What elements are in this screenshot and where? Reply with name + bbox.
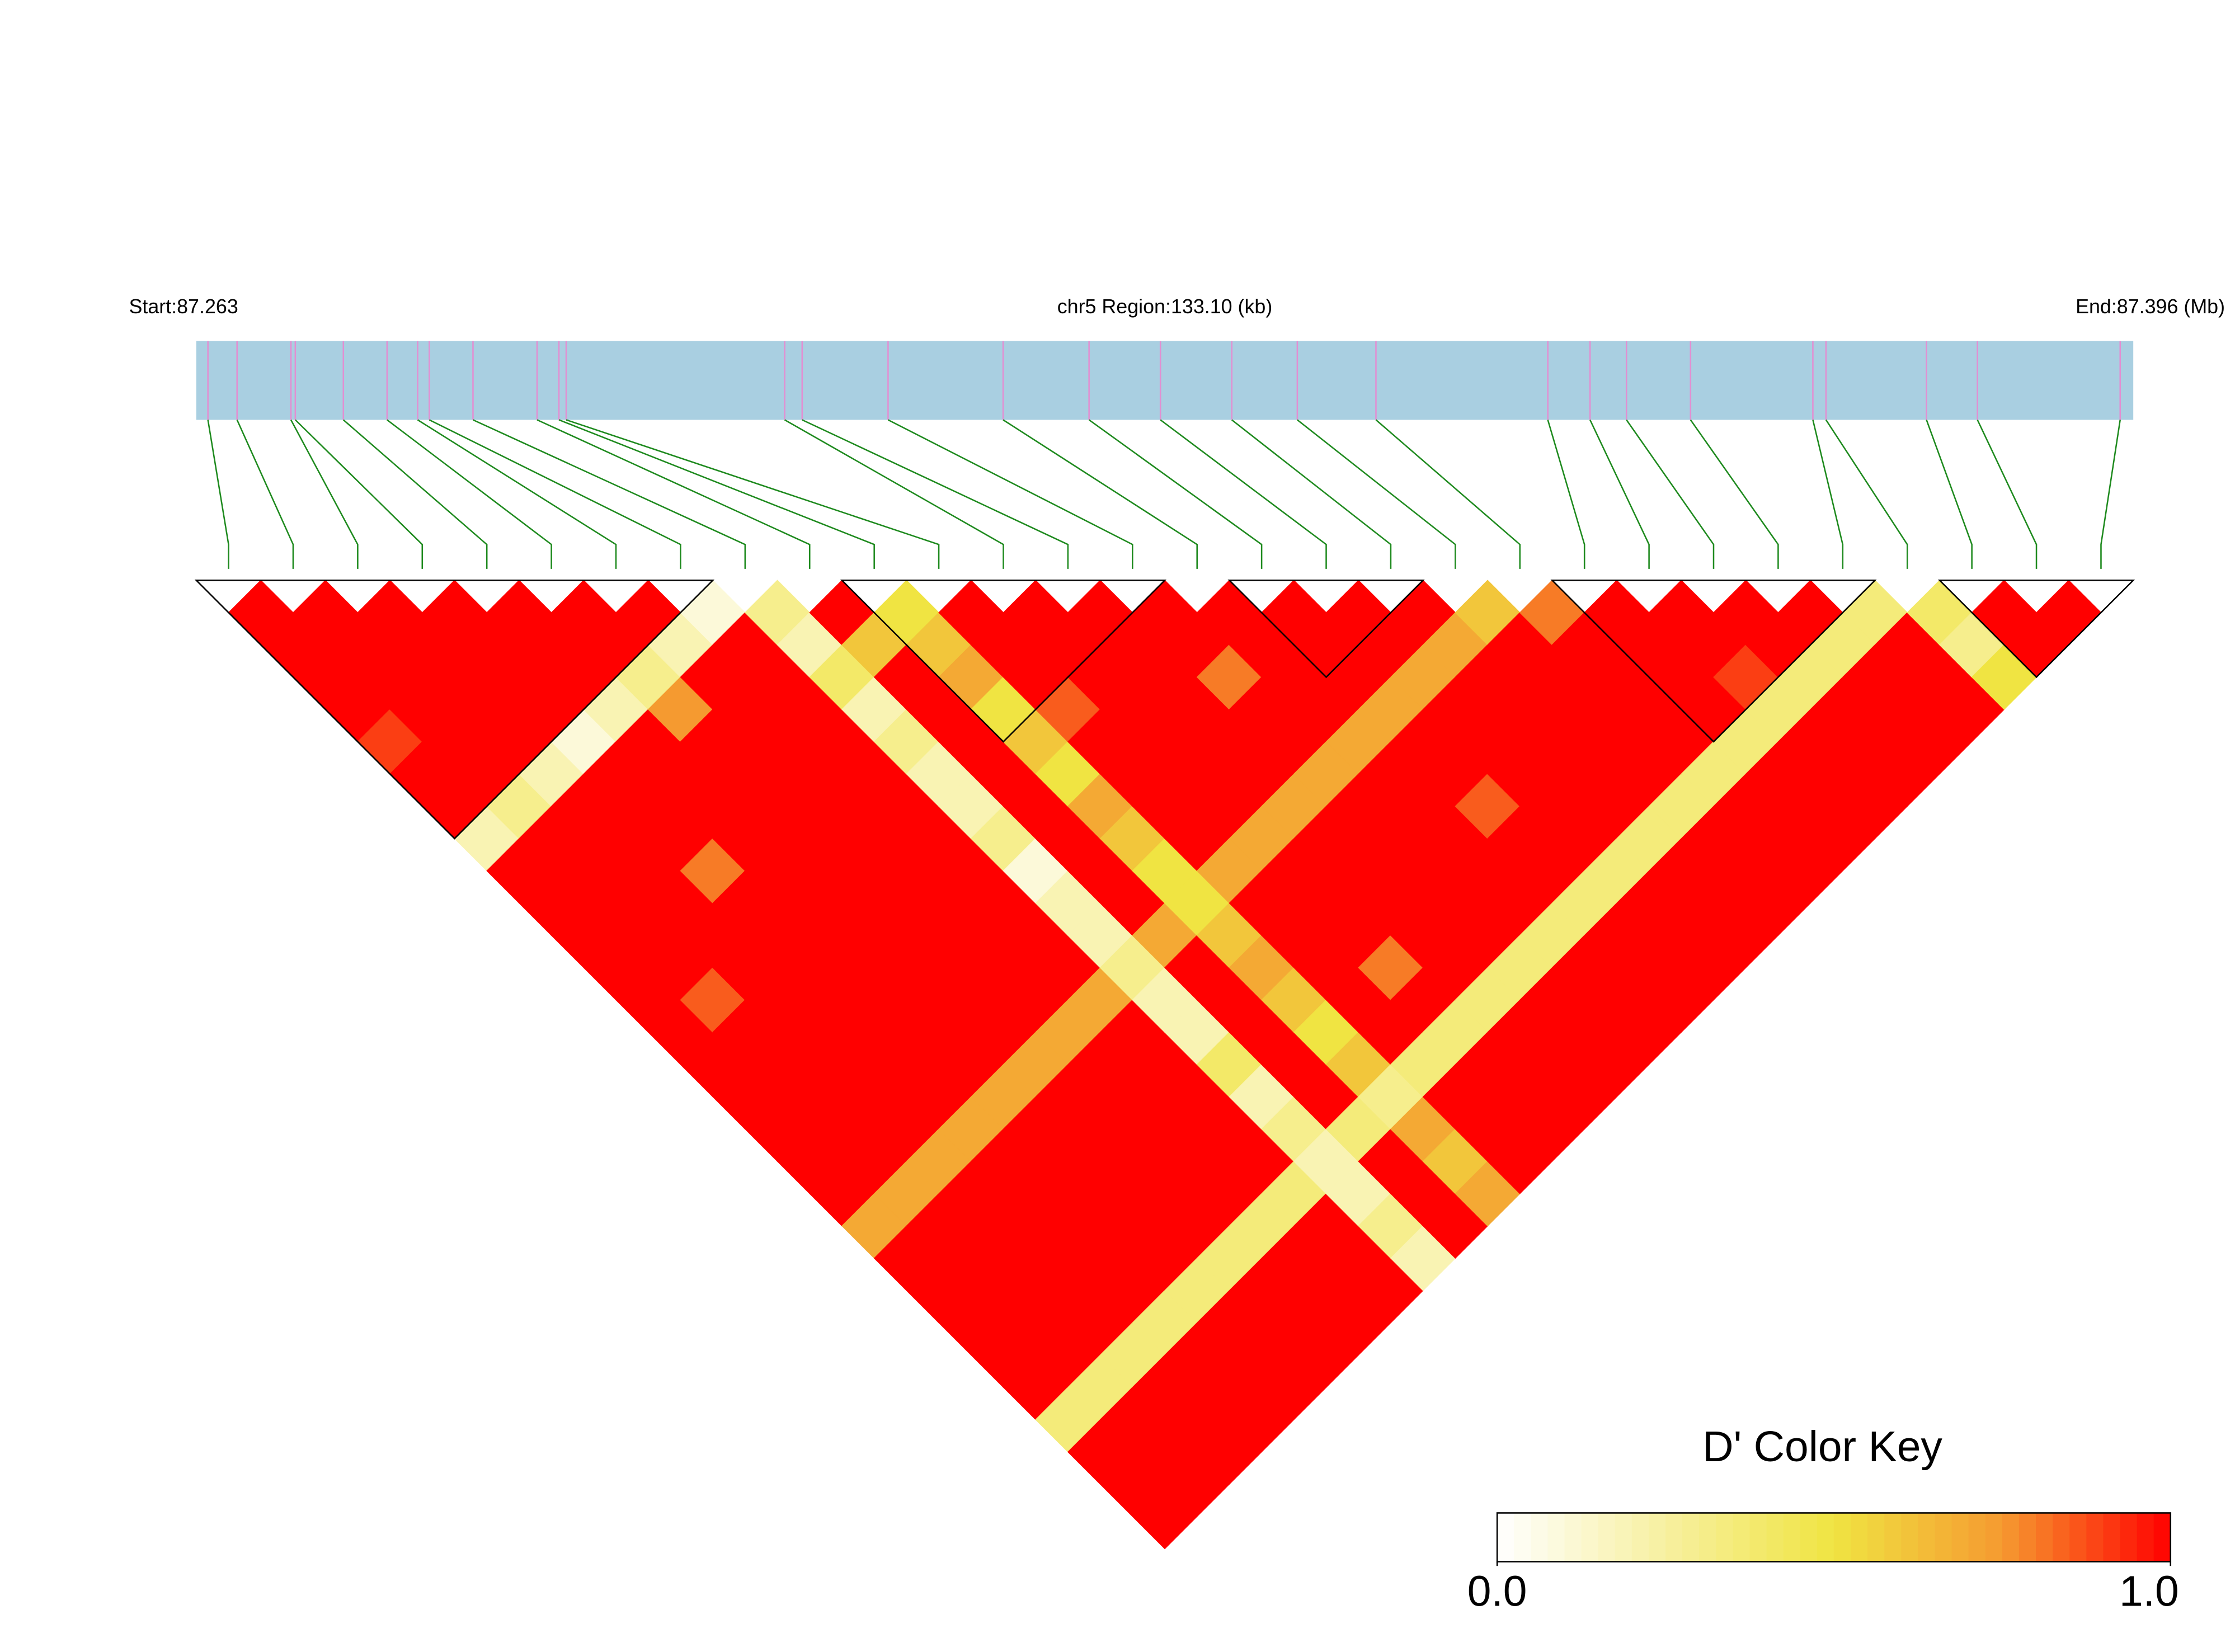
key-step <box>1783 1513 1801 1562</box>
snp-connector <box>1825 419 1908 569</box>
snp-connector <box>294 419 424 569</box>
snp-connector <box>1375 419 1521 569</box>
key-step <box>2036 1513 2053 1562</box>
ld-block <box>194 580 715 840</box>
key-frame <box>1496 1512 2172 1562</box>
key-title: D' Color Key <box>1702 1423 1942 1471</box>
snp-connector <box>1088 419 1263 569</box>
snp-connector <box>472 419 746 569</box>
ld-block <box>840 580 1167 743</box>
key-step <box>1497 1513 1514 1562</box>
track <box>196 341 2134 420</box>
key-step <box>1833 1513 1851 1562</box>
key-step <box>1901 1513 1919 1562</box>
key-step <box>1867 1513 1885 1562</box>
snp-connector <box>417 419 617 569</box>
snp-connector <box>537 419 811 569</box>
key-step <box>1598 1513 1616 1562</box>
key-tick-label: 0.0 <box>1467 1568 1527 1616</box>
key-step <box>1564 1513 1582 1562</box>
key-step <box>2137 1513 2154 1562</box>
key-step <box>1884 1513 1902 1562</box>
key-step <box>2053 1513 2070 1562</box>
end-label: End:87.396 (Mb) <box>2076 295 2225 318</box>
snp-connector <box>1812 420 1844 569</box>
region-label: chr5 Region:133.10 (kb) <box>1057 295 1273 318</box>
snp-connector <box>290 419 359 569</box>
key-step <box>1531 1513 1549 1562</box>
key-step <box>1631 1513 1649 1562</box>
key-step <box>1766 1513 1784 1562</box>
key-step <box>1935 1513 1952 1562</box>
key-step <box>2069 1513 2087 1562</box>
snp-connector <box>1297 419 1456 569</box>
snp-connector <box>1003 419 1198 569</box>
key-step <box>2002 1513 2020 1562</box>
snp-connector <box>1589 419 1650 569</box>
key-step <box>1817 1513 1834 1562</box>
key-step <box>1615 1513 1632 1562</box>
key-step <box>2103 1513 2121 1562</box>
key-step <box>1699 1513 1717 1562</box>
key-step <box>2120 1513 2138 1562</box>
ld-block <box>1937 580 2135 679</box>
snp-connector <box>236 419 294 569</box>
key-step <box>2086 1513 2104 1562</box>
snp-connector <box>342 419 488 569</box>
snp-connector <box>2100 420 2121 569</box>
snp-connector <box>1926 420 1973 569</box>
key-step <box>1581 1513 1599 1562</box>
snp-connector <box>1626 419 1715 569</box>
key-step <box>1800 1513 1818 1562</box>
key-step <box>2153 1513 2171 1562</box>
snp-connector <box>784 419 1004 569</box>
key-step <box>1665 1513 1683 1562</box>
snp-connector <box>802 419 1069 569</box>
key-step <box>1749 1513 1767 1562</box>
key-tick-label: 1.0 <box>2119 1568 2179 1616</box>
start-label: Start:87.263 <box>129 295 238 318</box>
key-step <box>1682 1513 1700 1562</box>
ld-block <box>1227 580 1425 679</box>
snp-connector <box>1690 419 1779 569</box>
key-step <box>1918 1513 1936 1562</box>
key-step <box>1968 1513 1986 1562</box>
snp-connector <box>1547 420 1585 569</box>
snp-connector <box>558 419 875 569</box>
key-step <box>1851 1513 1868 1562</box>
snp-connector <box>1977 419 2038 569</box>
key-step <box>1716 1513 1734 1562</box>
key-step <box>1985 1513 2003 1562</box>
snp-connector <box>387 419 552 569</box>
snp-connector <box>207 420 229 569</box>
key-step <box>2018 1513 2036 1562</box>
snp-connector <box>429 419 681 569</box>
snp-connector <box>566 419 940 569</box>
snp-connector <box>1231 419 1392 569</box>
key-step <box>1733 1513 1751 1562</box>
snp-connector <box>887 419 1133 569</box>
snp-connector <box>1160 419 1327 569</box>
key-step <box>1547 1513 1565 1562</box>
key-step <box>1951 1513 1969 1562</box>
key-step <box>1514 1513 1532 1562</box>
key-step <box>1648 1513 1666 1562</box>
ld-block <box>1550 580 1877 743</box>
